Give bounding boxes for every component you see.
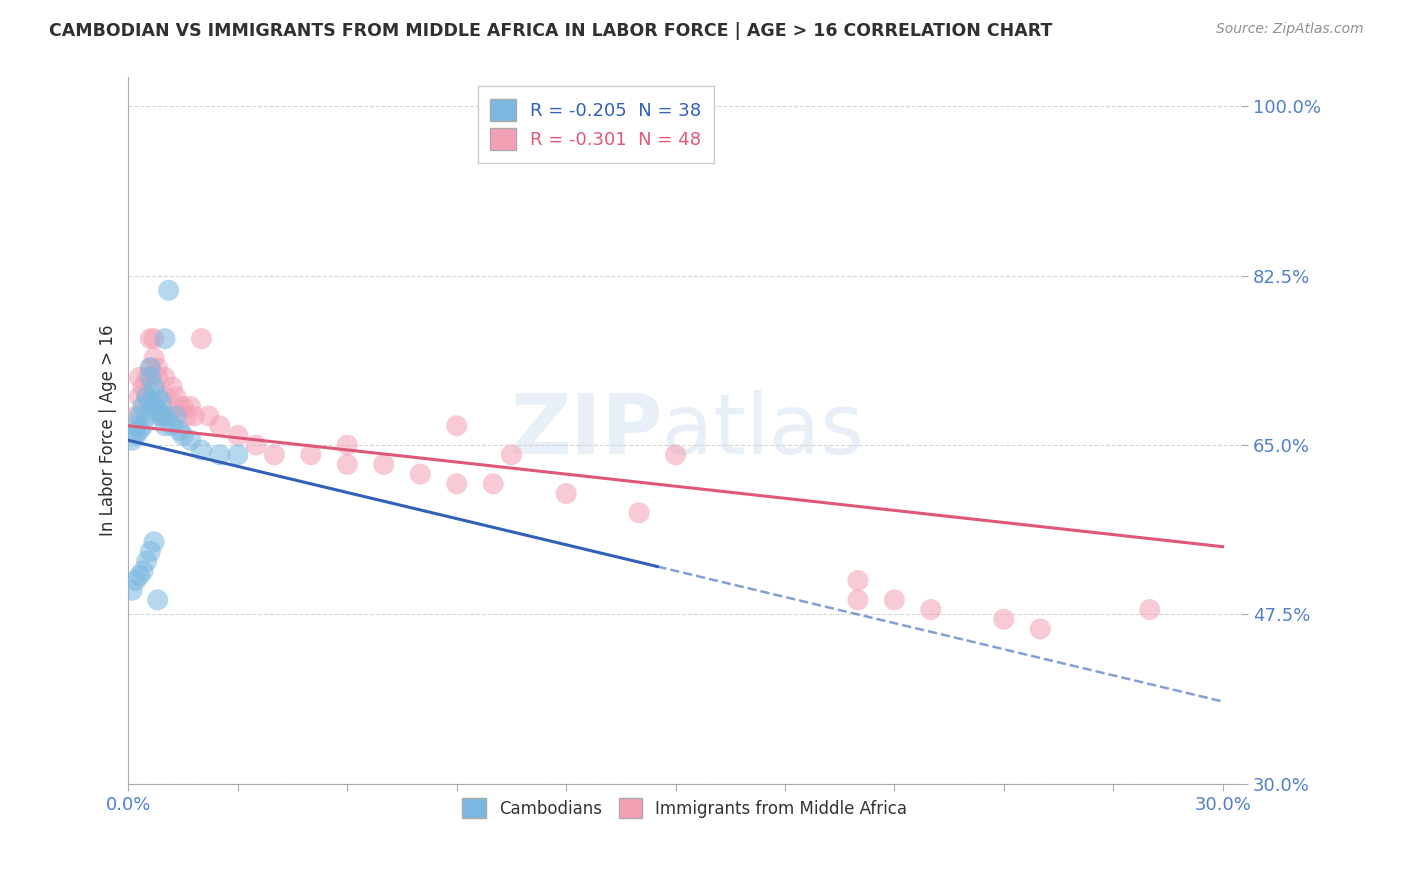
Point bbox=[208, 418, 231, 433]
Point bbox=[501, 448, 523, 462]
Point bbox=[920, 602, 942, 616]
Point bbox=[125, 418, 148, 433]
Point bbox=[373, 458, 395, 472]
Point bbox=[169, 424, 191, 438]
Point bbox=[409, 467, 432, 482]
Point bbox=[139, 370, 162, 384]
Point bbox=[245, 438, 267, 452]
Point bbox=[121, 434, 143, 448]
Point bbox=[162, 380, 184, 394]
Point bbox=[125, 428, 148, 442]
Point bbox=[263, 448, 285, 462]
Point bbox=[135, 409, 157, 423]
Point bbox=[190, 332, 212, 346]
Point bbox=[153, 332, 176, 346]
Point bbox=[143, 400, 166, 414]
Point bbox=[139, 544, 162, 558]
Point bbox=[446, 418, 468, 433]
Point bbox=[208, 448, 231, 462]
Point bbox=[125, 409, 148, 423]
Point bbox=[446, 476, 468, 491]
Point bbox=[128, 390, 150, 404]
Point bbox=[165, 409, 187, 423]
Point bbox=[179, 434, 201, 448]
Point bbox=[1029, 622, 1052, 636]
Point bbox=[128, 568, 150, 582]
Point bbox=[846, 593, 869, 607]
Point bbox=[179, 400, 201, 414]
Point bbox=[128, 424, 150, 438]
Point bbox=[146, 370, 169, 384]
Point bbox=[143, 332, 166, 346]
Point bbox=[132, 400, 155, 414]
Point bbox=[132, 418, 155, 433]
Point bbox=[139, 332, 162, 346]
Point bbox=[125, 574, 148, 588]
Point bbox=[628, 506, 651, 520]
Point bbox=[336, 458, 359, 472]
Point bbox=[143, 534, 166, 549]
Point bbox=[150, 394, 173, 409]
Point bbox=[482, 476, 505, 491]
Point bbox=[157, 283, 180, 297]
Point bbox=[139, 360, 162, 375]
Point bbox=[121, 583, 143, 598]
Point bbox=[132, 564, 155, 578]
Point bbox=[299, 448, 322, 462]
Point bbox=[128, 409, 150, 423]
Text: CAMBODIAN VS IMMIGRANTS FROM MIDDLE AFRICA IN LABOR FORCE | AGE > 16 CORRELATION: CAMBODIAN VS IMMIGRANTS FROM MIDDLE AFRI… bbox=[49, 22, 1053, 40]
Point bbox=[176, 409, 198, 423]
Text: ZIP: ZIP bbox=[510, 390, 662, 471]
Point bbox=[153, 370, 176, 384]
Point bbox=[135, 370, 157, 384]
Point bbox=[664, 448, 686, 462]
Point bbox=[135, 554, 157, 568]
Point bbox=[143, 380, 166, 394]
Point bbox=[143, 351, 166, 365]
Point bbox=[883, 593, 905, 607]
Point bbox=[135, 390, 157, 404]
Point bbox=[993, 612, 1015, 626]
Point bbox=[226, 448, 249, 462]
Legend: Cambodians, Immigrants from Middle Africa: Cambodians, Immigrants from Middle Afric… bbox=[456, 791, 914, 825]
Point bbox=[172, 428, 194, 442]
Point bbox=[157, 409, 180, 423]
Point bbox=[190, 442, 212, 457]
Point bbox=[1139, 602, 1161, 616]
Point bbox=[226, 428, 249, 442]
Point bbox=[132, 380, 155, 394]
Point bbox=[139, 394, 162, 409]
Point bbox=[146, 593, 169, 607]
Point bbox=[336, 438, 359, 452]
Point bbox=[153, 409, 176, 423]
Point bbox=[183, 409, 205, 423]
Point bbox=[135, 390, 157, 404]
Point bbox=[555, 486, 578, 500]
Point bbox=[150, 409, 173, 423]
Point bbox=[128, 370, 150, 384]
Point bbox=[150, 409, 173, 423]
Point bbox=[153, 390, 176, 404]
Point bbox=[172, 400, 194, 414]
Point bbox=[846, 574, 869, 588]
Text: Source: ZipAtlas.com: Source: ZipAtlas.com bbox=[1216, 22, 1364, 37]
Point bbox=[165, 390, 187, 404]
Point bbox=[153, 418, 176, 433]
Point bbox=[162, 418, 184, 433]
Point bbox=[197, 409, 219, 423]
Point bbox=[146, 390, 169, 404]
Point bbox=[146, 404, 169, 418]
Point bbox=[139, 360, 162, 375]
Y-axis label: In Labor Force | Age > 16: In Labor Force | Age > 16 bbox=[100, 325, 117, 536]
Point bbox=[146, 360, 169, 375]
Point bbox=[169, 400, 191, 414]
Text: atlas: atlas bbox=[662, 390, 865, 471]
